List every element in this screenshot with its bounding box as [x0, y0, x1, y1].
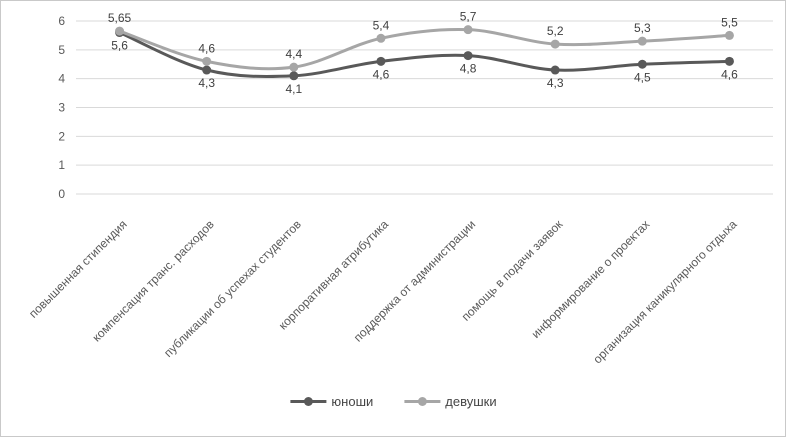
data-point-label: 5,65 [108, 11, 132, 25]
data-point-label: 4,5 [634, 70, 651, 84]
data-point-marker-юноши [289, 71, 299, 81]
data-point-label: 4,3 [198, 76, 215, 90]
data-point-label: 4,8 [460, 62, 477, 76]
y-axis-tick-label: 0 [58, 187, 65, 201]
data-point-label: 4,4 [285, 47, 302, 61]
data-point-label: 5,4 [373, 18, 390, 32]
y-axis-tick-label: 1 [58, 158, 65, 172]
data-point-label: 4,6 [721, 67, 738, 81]
x-axis-label: повышенная стипендия [26, 217, 130, 321]
series-line-девушки [118, 27, 731, 71]
data-point-label: 5,2 [547, 24, 564, 38]
y-axis-tick-label: 4 [58, 72, 65, 86]
data-point-label: 5,3 [634, 21, 651, 35]
data-point-marker-девушки [289, 62, 299, 72]
x-axis-label: помощь в подачи заявок [459, 217, 566, 324]
x-axis-label: организация каникулярного отдыха [590, 217, 739, 366]
data-point-marker-девушки [202, 56, 212, 66]
legend-line-marker-icon [404, 397, 441, 406]
series-line-юноши [118, 31, 731, 79]
data-point-label: 5,7 [460, 10, 477, 24]
data-point-marker-девушки [115, 26, 125, 36]
data-point-marker-девушки [637, 36, 647, 46]
data-point-marker-девушки [550, 39, 560, 49]
legend-item-yunoshi: юноши [289, 394, 373, 409]
data-point-marker-юноши [637, 59, 647, 69]
data-point-label: 5,5 [721, 15, 738, 29]
data-point-marker-юноши [202, 65, 212, 75]
data-point-label: 4,6 [198, 41, 215, 55]
data-point-label: 4,1 [285, 82, 302, 96]
data-point-label: 4,3 [547, 76, 564, 90]
data-point-label: 4,6 [373, 67, 390, 81]
chart-legend: юноши девушки [289, 394, 497, 409]
y-axis-tick-label: 3 [58, 101, 65, 115]
data-point-marker-юноши [724, 56, 734, 66]
y-axis-tick-label: 2 [58, 129, 65, 143]
data-point-marker-юноши [463, 51, 473, 61]
legend-item-devushki: девушки [403, 394, 497, 409]
legend-label-devushki: девушки [445, 394, 497, 409]
data-point-marker-юноши [376, 56, 386, 66]
x-axis-label: публикации об успехах студентов [161, 217, 304, 360]
legend-line-marker-icon [290, 397, 327, 406]
data-point-marker-девушки [376, 33, 386, 43]
legend-label-yunoshi: юноши [331, 394, 374, 409]
y-axis-tick-label: 5 [58, 43, 65, 57]
data-point-label: 5,6 [111, 39, 128, 53]
data-point-marker-девушки [724, 30, 734, 40]
data-point-marker-девушки [463, 25, 473, 35]
data-point-marker-юноши [550, 65, 560, 75]
y-axis-tick-label: 6 [58, 14, 65, 28]
